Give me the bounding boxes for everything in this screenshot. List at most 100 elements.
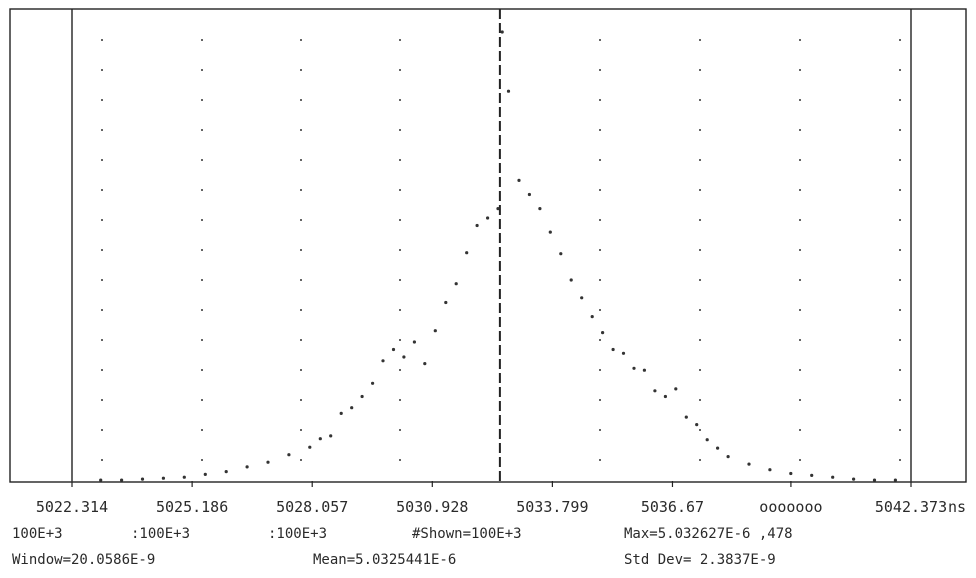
- grid-dot: [599, 459, 601, 461]
- grid-dot: [201, 219, 203, 221]
- data-point: [559, 252, 563, 256]
- data-point: [747, 462, 751, 466]
- grid-dot: [899, 249, 901, 251]
- data-point: [601, 331, 605, 335]
- data-point: [496, 207, 500, 211]
- grid-dot: [599, 189, 601, 191]
- grid-dot: [399, 339, 401, 341]
- data-point: [548, 230, 552, 234]
- footer-std-dev: Std Dev= 2.3837E-9: [624, 552, 776, 568]
- data-point: [339, 411, 343, 415]
- data-point: [852, 477, 856, 481]
- grid-dot: [399, 69, 401, 71]
- grid-dot: [101, 39, 103, 41]
- data-point: [872, 478, 877, 482]
- grid-dot: [599, 339, 601, 341]
- grid-dot: [399, 189, 401, 191]
- grid-dot: [101, 159, 103, 161]
- grid-dot: [101, 189, 103, 191]
- grid-dot: [201, 399, 203, 401]
- data-point: [412, 340, 416, 344]
- data-point: [360, 394, 364, 399]
- grid-dot: [799, 189, 801, 191]
- grid-dot: [101, 279, 103, 281]
- grid-dot: [599, 129, 601, 131]
- dotted-grid: [101, 39, 901, 461]
- grid-dot: [399, 429, 401, 431]
- grid-dot: [399, 219, 401, 221]
- grid-dot: [899, 459, 901, 461]
- grid-dot: [399, 129, 401, 131]
- histogram-points: [99, 30, 898, 482]
- grid-dot: [899, 309, 901, 311]
- data-point: [527, 192, 532, 197]
- grid-dot: [399, 309, 401, 311]
- grid-dot: [300, 159, 302, 161]
- data-point: [444, 300, 448, 305]
- data-point: [684, 415, 688, 419]
- grid-dot: [101, 429, 103, 431]
- grid-dot: [201, 159, 203, 161]
- grid-dot: [699, 219, 701, 221]
- grid-dot: [799, 219, 801, 221]
- grid-dot: [300, 249, 302, 251]
- grid-dot: [399, 399, 401, 401]
- grid-dot: [300, 399, 302, 401]
- footer-count: 100E+3: [12, 526, 63, 542]
- grid-dot: [201, 279, 203, 281]
- data-point: [140, 477, 145, 481]
- data-point: [329, 434, 333, 438]
- data-point: [203, 472, 207, 476]
- footer-max: Max=5.032627E-6 ,478: [624, 526, 793, 542]
- data-point: [245, 465, 249, 469]
- data-point: [716, 446, 720, 450]
- grid-dot: [201, 309, 203, 311]
- grid-dot: [699, 309, 701, 311]
- grid-dot: [599, 369, 601, 371]
- grid-dot: [799, 249, 801, 251]
- grid-dot: [399, 249, 401, 251]
- grid-dot: [101, 309, 103, 311]
- grid-dot: [101, 99, 103, 101]
- grid-dot: [201, 429, 203, 431]
- grid-dot: [300, 459, 302, 461]
- data-point: [621, 351, 626, 355]
- data-point: [433, 329, 437, 333]
- grid-dot: [300, 369, 302, 371]
- data-point: [308, 445, 312, 449]
- data-point: [318, 437, 322, 441]
- grid-dot: [201, 39, 203, 41]
- grid-dot: [799, 339, 801, 341]
- grid-dot: [101, 69, 103, 71]
- grid-dot: [101, 399, 103, 401]
- data-point: [893, 478, 898, 482]
- grid-dot: [101, 459, 103, 461]
- grid-dot: [899, 129, 901, 131]
- grid-dot: [799, 39, 801, 41]
- grid-dot: [201, 369, 203, 371]
- grid-dot: [599, 219, 601, 221]
- grid-dot: [699, 189, 701, 191]
- data-point: [506, 89, 511, 93]
- data-point: [486, 216, 490, 220]
- grid-dot: [799, 369, 801, 371]
- data-point: [381, 359, 385, 363]
- grid-dot: [799, 69, 801, 71]
- data-point: [99, 478, 103, 482]
- grid-dot: [699, 39, 701, 41]
- grid-dot: [101, 369, 103, 371]
- grid-dot: [599, 99, 601, 101]
- grid-dot: [799, 429, 801, 431]
- x-unit-label: ns: [948, 498, 966, 516]
- grid-dot: [799, 309, 801, 311]
- grid-dot: [699, 159, 701, 161]
- plot-frame: [9, 8, 967, 483]
- footer-count-3: :100E+3: [268, 526, 327, 542]
- grid-dot: [799, 129, 801, 131]
- grid-dot: [899, 69, 901, 71]
- grid-dot: [399, 159, 401, 161]
- data-point: [161, 476, 165, 480]
- grid-dot: [300, 69, 302, 71]
- x-tick-label: 5025.186: [156, 498, 228, 516]
